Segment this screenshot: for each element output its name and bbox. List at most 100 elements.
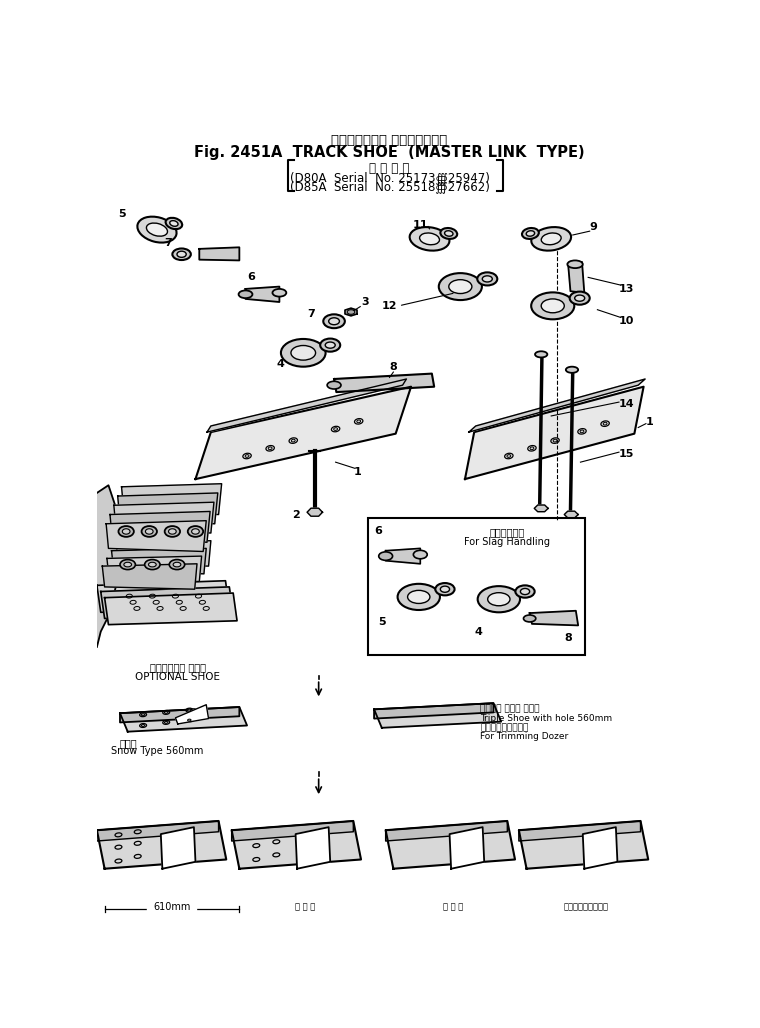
Ellipse shape	[553, 439, 557, 442]
Ellipse shape	[165, 526, 180, 537]
Text: 適 用 号 機: 適 用 号 機	[369, 161, 410, 175]
Text: OPTIONAL SHOE: OPTIONAL SHOE	[135, 671, 220, 682]
Text: For Slag Handling: For Slag Handling	[464, 537, 550, 547]
Polygon shape	[374, 703, 493, 719]
Text: 11: 11	[413, 220, 428, 230]
Ellipse shape	[477, 272, 497, 286]
Polygon shape	[334, 373, 434, 392]
Ellipse shape	[138, 217, 176, 243]
Polygon shape	[110, 512, 210, 542]
Text: For Trimming Dozer: For Trimming Dozer	[480, 732, 568, 741]
Text: 3: 3	[361, 297, 369, 307]
Polygon shape	[97, 581, 230, 613]
Ellipse shape	[173, 249, 191, 260]
Text: 1: 1	[353, 467, 361, 477]
Polygon shape	[296, 828, 330, 869]
Polygon shape	[232, 821, 361, 869]
Text: 14: 14	[619, 400, 635, 409]
Text: 4: 4	[474, 626, 482, 636]
Ellipse shape	[435, 583, 454, 595]
Text: シングルグローサ: シングルグローサ	[150, 905, 190, 914]
Ellipse shape	[147, 223, 167, 236]
Text: Triple Shoe with hole 560mm: Triple Shoe with hole 560mm	[480, 714, 613, 723]
Ellipse shape	[173, 562, 181, 566]
Ellipse shape	[291, 345, 315, 360]
Text: 610mm: 610mm	[153, 903, 190, 912]
Bar	[368, 518, 585, 655]
Text: 5: 5	[378, 618, 385, 627]
Ellipse shape	[568, 260, 583, 268]
Polygon shape	[105, 593, 237, 625]
Ellipse shape	[328, 318, 340, 325]
Ellipse shape	[192, 528, 199, 535]
Ellipse shape	[507, 454, 511, 457]
Polygon shape	[307, 508, 322, 516]
Ellipse shape	[169, 559, 185, 570]
Polygon shape	[469, 379, 645, 432]
Polygon shape	[345, 308, 357, 316]
Ellipse shape	[378, 552, 393, 560]
Polygon shape	[519, 821, 641, 841]
Text: 1: 1	[646, 417, 654, 427]
Polygon shape	[112, 548, 206, 574]
Text: トラックシュー マスタリンク型: トラックシュー マスタリンク型	[331, 134, 448, 147]
Text: 13: 13	[619, 284, 635, 294]
Ellipse shape	[410, 227, 449, 251]
Ellipse shape	[124, 562, 131, 566]
Polygon shape	[176, 705, 208, 724]
Text: スラグ処理用: スラグ処理用	[489, 527, 525, 538]
Text: 7: 7	[307, 309, 315, 320]
Ellipse shape	[566, 367, 578, 373]
Text: (D85A  Serial  No. 25518∰27662): (D85A Serial No. 25518∰27662)	[290, 180, 489, 193]
Ellipse shape	[515, 585, 534, 597]
Ellipse shape	[347, 309, 355, 315]
Ellipse shape	[541, 299, 564, 313]
Ellipse shape	[413, 550, 427, 559]
Ellipse shape	[291, 439, 295, 442]
Ellipse shape	[281, 339, 325, 367]
Ellipse shape	[478, 586, 520, 613]
Ellipse shape	[245, 454, 249, 457]
Ellipse shape	[521, 588, 530, 594]
Polygon shape	[195, 387, 411, 479]
Polygon shape	[245, 287, 280, 302]
Ellipse shape	[449, 280, 472, 294]
Polygon shape	[122, 484, 222, 515]
Text: トリミングドーザ用: トリミングドーザ用	[480, 723, 529, 732]
Polygon shape	[120, 707, 239, 723]
Ellipse shape	[440, 586, 450, 592]
Ellipse shape	[169, 528, 176, 535]
Ellipse shape	[166, 218, 182, 229]
Ellipse shape	[325, 342, 335, 348]
Text: 15: 15	[619, 449, 635, 460]
Polygon shape	[97, 821, 226, 869]
Text: 12: 12	[382, 301, 397, 310]
Text: Snow Type 560mm: Snow Type 560mm	[111, 745, 203, 756]
Polygon shape	[583, 828, 617, 869]
Polygon shape	[534, 505, 548, 512]
Ellipse shape	[188, 526, 203, 537]
Text: トリミングドーザ用: トリミングドーザ用	[563, 903, 608, 912]
Ellipse shape	[141, 713, 145, 715]
Ellipse shape	[239, 291, 252, 298]
Ellipse shape	[356, 420, 360, 423]
Text: オプショナル シュー: オプショナル シュー	[150, 662, 206, 672]
Polygon shape	[97, 821, 219, 841]
Ellipse shape	[526, 230, 534, 236]
Text: 5: 5	[118, 210, 125, 219]
Ellipse shape	[145, 528, 153, 535]
Polygon shape	[161, 828, 195, 869]
Ellipse shape	[524, 615, 536, 622]
Ellipse shape	[535, 352, 547, 358]
Polygon shape	[106, 520, 206, 551]
Polygon shape	[519, 821, 648, 869]
Ellipse shape	[141, 526, 157, 537]
Ellipse shape	[570, 292, 590, 304]
Text: 雪 上 用: 雪 上 用	[442, 903, 463, 912]
Ellipse shape	[122, 528, 130, 535]
Polygon shape	[385, 548, 420, 563]
Ellipse shape	[440, 228, 458, 238]
Polygon shape	[374, 703, 501, 728]
Ellipse shape	[580, 430, 584, 433]
Ellipse shape	[188, 709, 191, 711]
